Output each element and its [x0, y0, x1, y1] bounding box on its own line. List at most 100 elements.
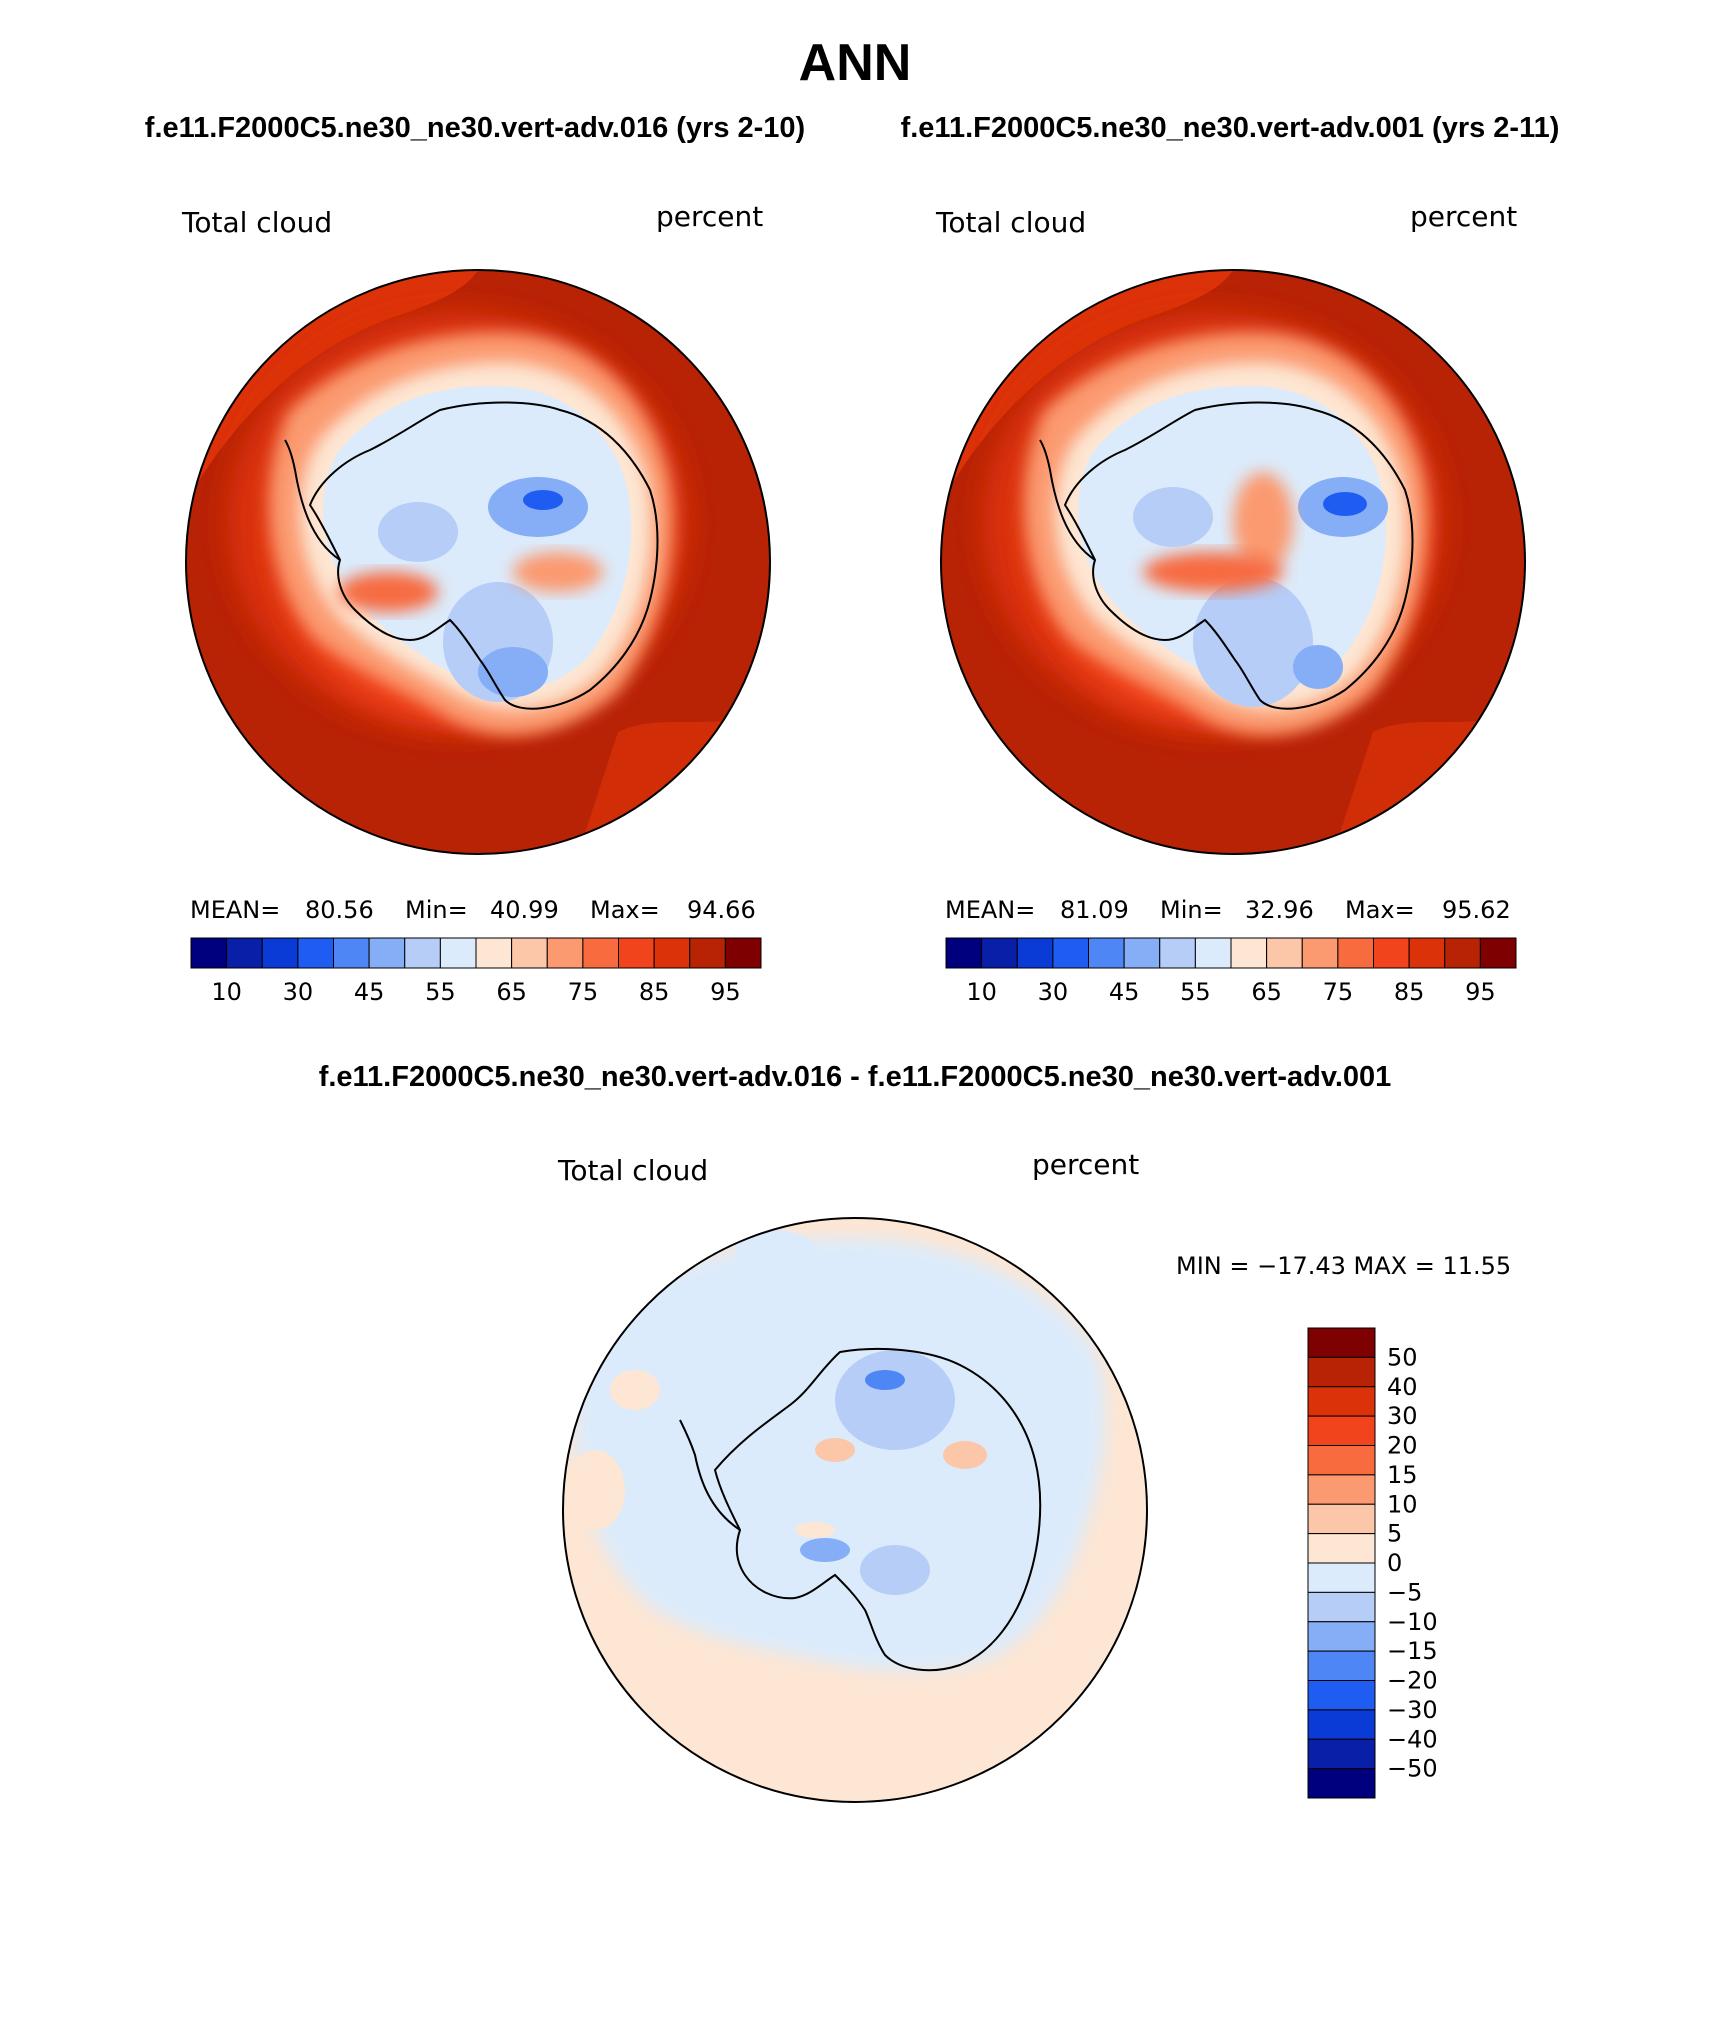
min-value: 32.96	[1245, 896, 1314, 924]
colorbar-tick-label: 95	[1465, 978, 1496, 1006]
colorbar-swatch	[546, 937, 584, 969]
colorbar-swatch	[1266, 937, 1303, 969]
antarctica-coastline	[308, 401, 659, 710]
peninsula-coastline	[679, 1419, 741, 1531]
colorbar-swatch	[1016, 937, 1054, 969]
colorbar-swatch	[618, 937, 655, 969]
variable-label: Total cloud	[181, 206, 332, 239]
mean-label: MEAN=	[945, 896, 1035, 924]
colorbar-swatch	[404, 937, 441, 969]
peninsula-coastline	[1039, 439, 1096, 561]
colorbar-swatch	[511, 937, 548, 969]
colorbar-tick-label: 30	[1387, 1402, 1418, 1430]
colorbar-swatch	[1230, 937, 1268, 969]
colorbar-swatch	[226, 937, 263, 969]
colorbar-swatch	[1307, 1709, 1376, 1740]
min-value: 40.99	[490, 896, 559, 924]
colorbar-swatch	[1194, 937, 1232, 969]
colorbar-swatch	[1307, 1503, 1376, 1535]
colorbar-tick-label: −30	[1387, 1696, 1438, 1724]
map-boundary	[185, 269, 771, 855]
colorbar-tick-label: 55	[1180, 978, 1211, 1006]
map-panel-difference: Total cloud percent MIN = −17.43 MAX = 1…	[557, 1148, 1511, 1803]
colorbar-swatch	[439, 937, 477, 969]
colorbar-swatch	[297, 937, 334, 969]
figure-title: ANN	[799, 34, 912, 92]
colorbar-swatch	[582, 937, 619, 969]
colorbar-tick-label: −50	[1387, 1755, 1438, 1783]
colorbar-tick-label: 0	[1387, 1549, 1402, 1577]
case-left-title: f.e11.F2000C5.ne30_ne30.vert-adv.016 (yr…	[145, 112, 805, 144]
colorbar-tick-label: 10	[211, 978, 242, 1006]
colorbar-swatch	[368, 937, 406, 969]
colorbar-tick-label: 15	[1387, 1461, 1418, 1489]
colorbar-tick-label: −40	[1387, 1725, 1438, 1753]
max-label: Max=	[1345, 896, 1415, 924]
colorbar-swatch	[1444, 937, 1481, 969]
map-panel-left: Total cloud percent MEAN= 80.56 Min= 40.…	[181, 200, 771, 1006]
colorbar-tick-label: 50	[1387, 1343, 1418, 1371]
colorbar-tick-label: 95	[710, 978, 741, 1006]
colorbar-swatch	[1307, 1533, 1376, 1564]
colorbar-tick-label: 65	[496, 978, 527, 1006]
map-panel-right: Total cloud percent MEAN= 81.09 Min= 32.…	[935, 200, 1526, 1006]
variable-label: Total cloud	[935, 206, 1086, 239]
colorbar-tick-label: 45	[354, 978, 385, 1006]
colorbar-swatch	[1307, 1680, 1376, 1711]
units-label: percent	[1410, 200, 1517, 233]
colorbar-swatch	[1307, 1445, 1376, 1476]
difference-title: f.e11.F2000C5.ne30_ne30.vert-adv.016 - f…	[319, 1061, 1392, 1093]
colorbar-tick-label: 30	[283, 978, 314, 1006]
colorbar-swatch	[1052, 937, 1089, 969]
colorbar-tick-label: 10	[966, 978, 997, 1006]
colorbar-swatch	[653, 937, 691, 969]
colorbar-tick-label: 40	[1387, 1373, 1418, 1401]
colorbar-swatch	[190, 937, 228, 969]
contour-field	[186, 270, 770, 854]
colorbar-swatch	[1159, 937, 1196, 969]
map-boundary	[562, 1217, 1148, 1803]
antarctica-coastline	[1063, 401, 1414, 710]
colorbar-swatch	[1479, 937, 1517, 969]
colorbar-tick-label: −5	[1387, 1578, 1422, 1606]
colorbar-swatch	[1307, 1415, 1376, 1446]
colorbar-swatch	[1307, 1474, 1376, 1505]
min-label: Min=	[405, 896, 468, 924]
colorbar-tick-label: 75	[568, 978, 599, 1006]
case-right-title: f.e11.F2000C5.ne30_ne30.vert-adv.001 (yr…	[901, 112, 1560, 144]
colorbar-tick-label: 5	[1387, 1520, 1402, 1548]
colorbar-swatch	[1307, 1386, 1376, 1417]
colorbar-tick-label: 65	[1251, 978, 1282, 1006]
colorbar-right: 10 30 45 55 65 75 85 95	[945, 937, 1517, 1006]
colorbar-swatch	[689, 937, 726, 969]
colorbar-tick-label: 30	[1038, 978, 1069, 1006]
max-label: Max=	[590, 896, 660, 924]
colorbar-tick-label: 45	[1109, 978, 1140, 1006]
colorbar-swatch	[1307, 1591, 1376, 1623]
colorbar-tick-label: 85	[639, 978, 670, 1006]
colorbar-swatch	[1307, 1738, 1376, 1770]
peninsula-coastline	[284, 439, 341, 561]
min-max-readout: MIN = −17.43 MAX = 11.55	[1176, 1252, 1511, 1280]
colorbar-swatch	[1307, 1562, 1376, 1593]
colorbar-swatch	[1337, 937, 1374, 969]
colorbar-swatch	[1088, 937, 1125, 969]
colorbar-swatch	[1307, 1768, 1376, 1799]
map-boundary	[940, 269, 1526, 855]
colorbar-left: 10 30 45 55 65 75 85 95	[190, 937, 762, 1006]
variable-label: Total cloud	[557, 1154, 708, 1187]
colorbar-tick-label: −10	[1387, 1608, 1438, 1636]
mean-label: MEAN=	[190, 896, 280, 924]
colorbar-swatch	[1307, 1356, 1376, 1388]
antarctica-coastline	[713, 1347, 1042, 1672]
max-value: 94.66	[687, 896, 756, 924]
colorbar-swatch	[1301, 937, 1339, 969]
colorbar-tick-label: 10	[1387, 1490, 1418, 1518]
colorbar-swatch	[724, 937, 762, 969]
mean-value: 81.09	[1060, 896, 1129, 924]
colorbar-tick-label: −20	[1387, 1667, 1438, 1695]
colorbar-tick-label: 85	[1394, 978, 1425, 1006]
colorbar-swatch	[1307, 1650, 1376, 1681]
colorbar-swatch	[1373, 937, 1410, 969]
